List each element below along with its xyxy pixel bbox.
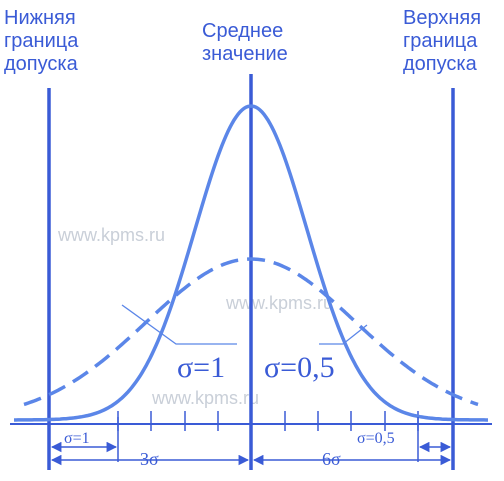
mean-line-1: Среднее xyxy=(202,20,283,42)
watermark-1: www.kpms.ru xyxy=(57,225,165,245)
wide-distribution-curve xyxy=(23,257,479,407)
wide-curve-leader xyxy=(319,324,368,345)
upper-limit-line-3: допуска xyxy=(403,53,478,75)
lower-limit-line-3: допуска xyxy=(4,53,79,75)
narrow-curve-label: σ=1 xyxy=(177,351,225,384)
upper-limit-label: Верхняя граница допуска xyxy=(403,7,481,75)
sigma-half-label: σ=0,5 xyxy=(357,430,395,447)
wide-curve-label: σ=0,5 xyxy=(264,351,335,384)
watermark-2: www.kpms.ru xyxy=(225,293,333,313)
narrow-curve-leader xyxy=(121,304,237,345)
sigma-one-label: σ=1 xyxy=(64,430,90,447)
watermark-3: www.kpms.ru xyxy=(151,388,259,408)
mean-line-2: значение xyxy=(202,43,288,65)
upper-limit-line-2: граница xyxy=(403,30,478,52)
lower-limit-line-1: Нижняя xyxy=(4,7,76,29)
lower-limit-label: Нижняя граница допуска xyxy=(4,7,79,75)
mean-label: Среднее значение xyxy=(202,20,288,65)
three-sigma-label: 3σ xyxy=(140,449,159,469)
upper-limit-line-1: Верхняя xyxy=(403,7,481,29)
lower-limit-line-2: граница xyxy=(4,30,79,52)
narrow-distribution-curve xyxy=(14,104,488,422)
six-sigma-label: 6σ xyxy=(322,449,341,469)
axis-ticks xyxy=(117,411,419,431)
